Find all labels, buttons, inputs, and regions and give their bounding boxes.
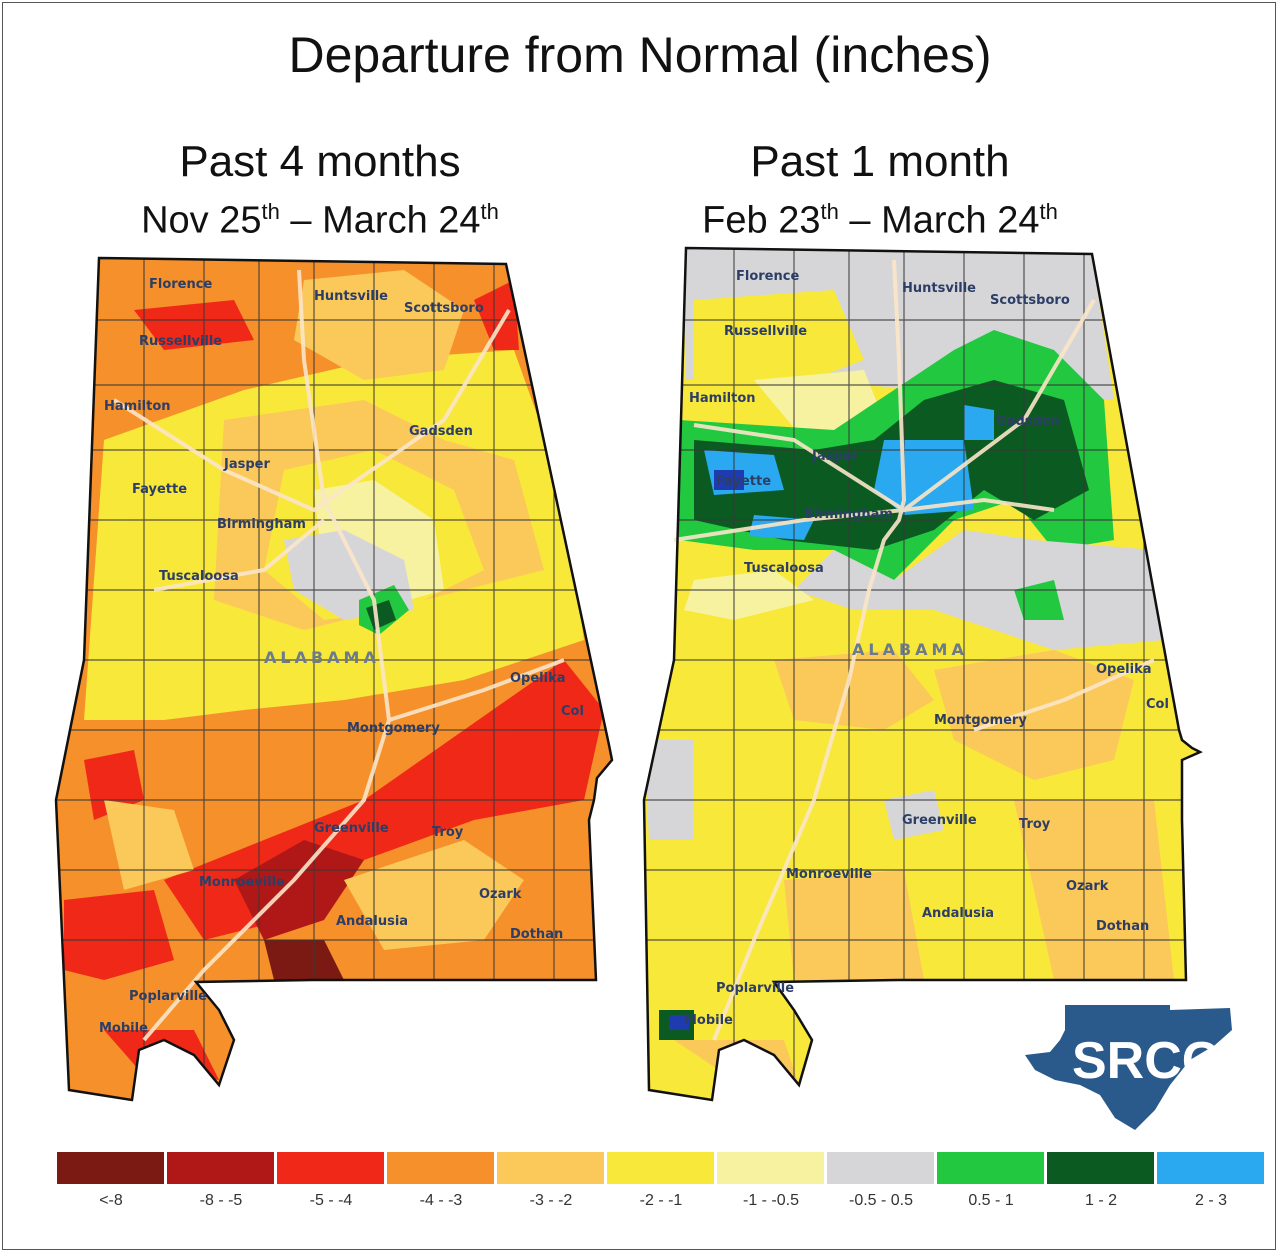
city-label: Poplarville xyxy=(129,989,207,1004)
legend-label: -8 - -5 xyxy=(166,1192,276,1210)
legend-swatch xyxy=(607,1152,714,1184)
legend-label: -3 - -2 xyxy=(496,1192,606,1210)
city-label: Troy xyxy=(1019,817,1051,832)
city-label: Dothan xyxy=(510,927,563,942)
city-label: Hamilton xyxy=(689,391,756,406)
left-panel-date-range: Nov 25th – March 24th xyxy=(60,188,580,245)
legend-swatch xyxy=(167,1152,274,1184)
figure-title: Departure from Normal (inches) xyxy=(0,26,1280,84)
legend-swatch xyxy=(1047,1152,1154,1184)
city-label: Ozark xyxy=(479,887,522,902)
map-past-4-months: Florence Huntsville Scottsboro Russellvi… xyxy=(44,240,624,1120)
legend-label: -4 - -3 xyxy=(386,1192,496,1210)
city-label: Fayette xyxy=(132,482,187,497)
city-label: Ozark xyxy=(1066,879,1109,894)
right-panel-title: Past 1 month xyxy=(620,136,1140,188)
srcc-logo: SRCC xyxy=(1020,1000,1235,1135)
legend-swatch xyxy=(497,1152,604,1184)
right-panel-date-range: Feb 23th – March 24th xyxy=(620,188,1140,245)
city-label: Florence xyxy=(149,277,212,292)
logo-text: SRCC xyxy=(1072,1032,1219,1090)
legend-label: -0.5 - 0.5 xyxy=(826,1192,936,1210)
city-label: Montgomery xyxy=(934,713,1027,728)
city-label: Monroeville xyxy=(786,867,872,882)
legend-swatch xyxy=(827,1152,934,1184)
city-label: Scottsboro xyxy=(404,301,484,316)
city-label: Poplarville xyxy=(716,981,794,996)
legend-swatch xyxy=(277,1152,384,1184)
city-label: Birmingham xyxy=(804,507,893,522)
city-label: Tuscaloosa xyxy=(744,561,824,576)
city-label: Col xyxy=(1146,697,1169,712)
city-label: Jasper xyxy=(811,449,858,464)
city-label: Huntsville xyxy=(314,289,388,304)
city-label: Greenville xyxy=(314,821,389,836)
city-label: Fayette xyxy=(716,474,771,489)
city-label: Gadsden xyxy=(409,424,473,439)
legend-swatch xyxy=(57,1152,164,1184)
city-label: Florence xyxy=(736,269,799,284)
legend-label: -1 - -0.5 xyxy=(716,1192,826,1210)
city-label: Jasper xyxy=(223,457,270,472)
left-panel-title: Past 4 months xyxy=(60,136,580,188)
legend-label: <-8 xyxy=(56,1192,166,1210)
city-label: Montgomery xyxy=(347,721,440,736)
city-label: Andalusia xyxy=(922,906,994,921)
city-label: Andalusia xyxy=(336,914,408,929)
legend-swatch xyxy=(717,1152,824,1184)
city-label: Monroeville xyxy=(199,875,285,890)
city-label: Mobile xyxy=(684,1013,733,1028)
city-label: Opelika xyxy=(510,671,566,686)
legend-label: 2 - 3 xyxy=(1156,1192,1266,1210)
city-label: Russellville xyxy=(724,324,807,339)
legend-label: -5 - -4 xyxy=(276,1192,386,1210)
city-label: Greenville xyxy=(902,813,977,828)
state-label: ALABAMA xyxy=(852,640,968,659)
city-label: Birmingham xyxy=(217,517,306,532)
legend: <-8 -8 - -5 -5 - -4 -4 - -3 -3 - -2 -2 - -1 -1… xyxy=(56,1152,1266,1232)
city-label: Gadsden xyxy=(996,414,1060,429)
legend-label: 0.5 - 1 xyxy=(936,1192,1046,1210)
city-label: Opelika xyxy=(1096,662,1152,677)
legend-swatch xyxy=(1157,1152,1264,1184)
city-label: Dothan xyxy=(1096,919,1149,934)
city-label: Russellville xyxy=(139,334,222,349)
city-label: Tuscaloosa xyxy=(159,569,239,584)
city-label: Hamilton xyxy=(104,399,171,414)
left-panel-heading: Past 4 months Nov 25th – March 24th xyxy=(60,136,580,245)
city-label: Troy xyxy=(432,825,464,840)
map-past-1-month: Florence Huntsville Scottsboro Russellvi… xyxy=(634,240,1214,1120)
legend-swatch xyxy=(937,1152,1044,1184)
city-label: Huntsville xyxy=(902,281,976,296)
city-label: Scottsboro xyxy=(990,293,1070,308)
city-label: Col xyxy=(561,704,584,719)
right-panel-heading: Past 1 month Feb 23th – March 24th xyxy=(620,136,1140,245)
city-label: Mobile xyxy=(99,1021,148,1036)
state-label: ALABAMA xyxy=(264,648,380,667)
legend-swatch xyxy=(387,1152,494,1184)
legend-label: -2 - -1 xyxy=(606,1192,716,1210)
legend-label: 1 - 2 xyxy=(1046,1192,1156,1210)
